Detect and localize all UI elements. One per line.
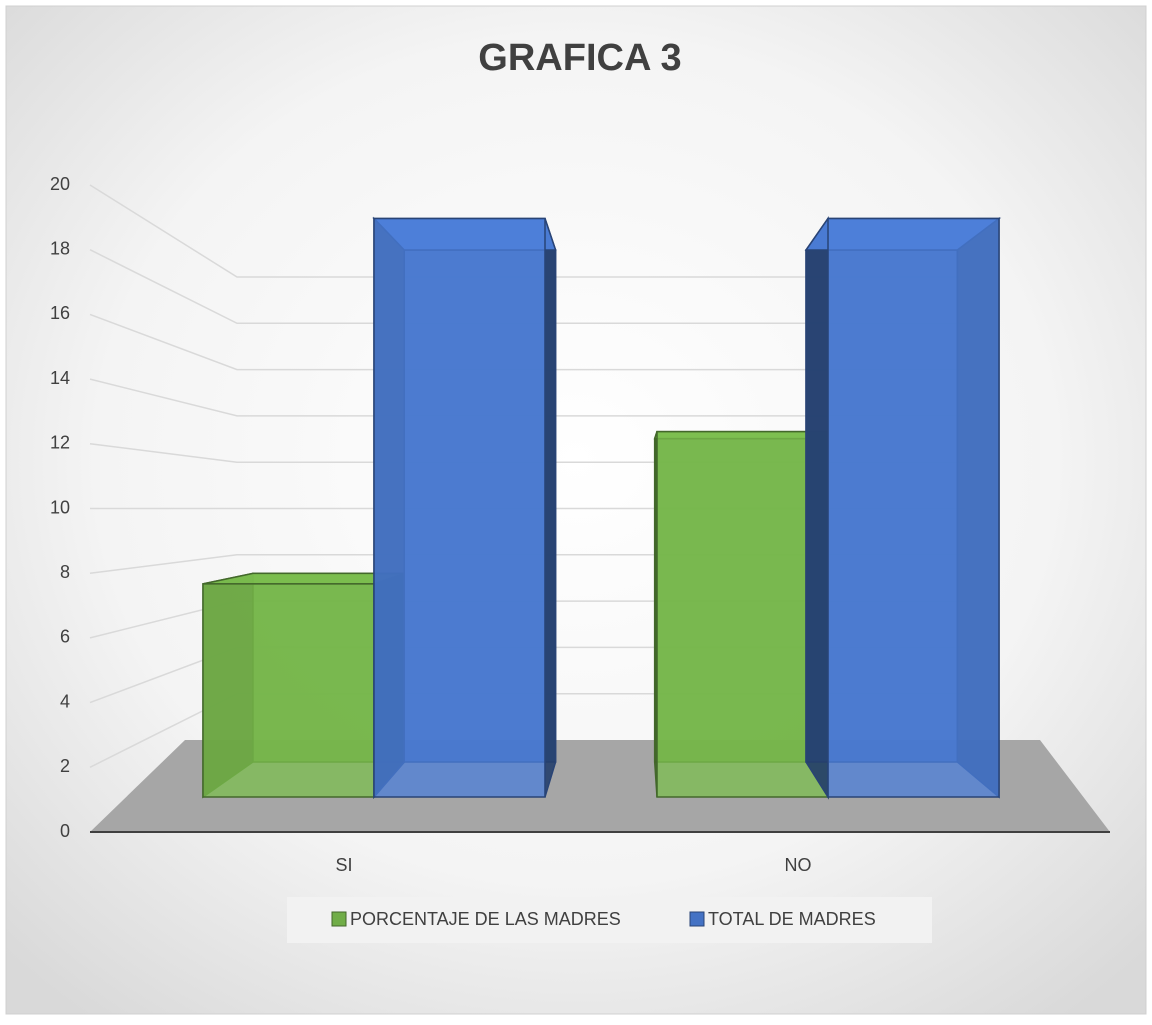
legend-swatch: [331, 911, 347, 927]
y-tick-label: 16: [50, 303, 70, 323]
y-tick-label: 4: [60, 691, 70, 711]
chart-title: GRAFICA 3: [478, 37, 681, 79]
y-tick-label: 20: [50, 174, 70, 194]
y-tick-label: 0: [60, 821, 70, 841]
grid-line: [89, 184, 965, 278]
bar-front: [202, 583, 375, 798]
y-tick-label: 6: [60, 627, 70, 647]
grid-line: [89, 378, 965, 417]
grid-line: [89, 249, 965, 325]
grid-line: [89, 313, 965, 371]
y-tick-label: 12: [50, 433, 70, 453]
legend-box: [287, 897, 932, 943]
y-tick-label: 18: [50, 238, 70, 258]
y-tick-label: 14: [50, 368, 70, 388]
bar-side: [805, 216, 829, 800]
bar-front: [827, 217, 1000, 798]
legend-label: TOTAL DE MADRES: [708, 909, 876, 929]
y-tick-label: 8: [60, 562, 70, 582]
x-tick-label: NO: [785, 855, 812, 875]
bar-front: [373, 217, 546, 798]
x-tick-label: SI: [335, 855, 352, 875]
y-tick-label: 2: [60, 756, 70, 776]
legend-label: PORCENTAJE DE LAS MADRES: [350, 909, 621, 929]
y-tick-label: 10: [50, 497, 70, 517]
bar-side: [544, 218, 557, 798]
legend-swatch: [689, 911, 705, 927]
bar-front: [656, 430, 829, 798]
